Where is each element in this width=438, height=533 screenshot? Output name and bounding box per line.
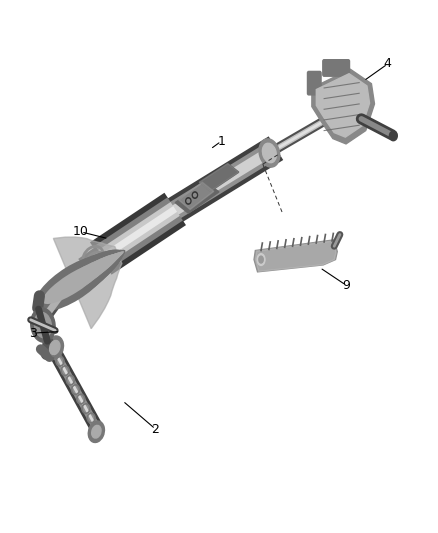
Ellipse shape [113, 251, 124, 259]
Ellipse shape [389, 131, 397, 141]
Ellipse shape [95, 249, 124, 271]
Polygon shape [199, 164, 239, 191]
Ellipse shape [60, 251, 120, 295]
FancyBboxPatch shape [323, 60, 350, 76]
Polygon shape [316, 74, 370, 137]
Ellipse shape [90, 250, 123, 274]
Ellipse shape [81, 250, 123, 281]
Polygon shape [175, 182, 219, 213]
Ellipse shape [31, 308, 55, 342]
Ellipse shape [42, 263, 102, 304]
Ellipse shape [257, 254, 265, 265]
Ellipse shape [85, 254, 118, 277]
Text: 10: 10 [73, 225, 89, 238]
Ellipse shape [86, 250, 123, 278]
Ellipse shape [262, 143, 276, 163]
Ellipse shape [89, 254, 119, 274]
Ellipse shape [98, 253, 121, 269]
Text: 2: 2 [152, 423, 159, 435]
Polygon shape [179, 182, 214, 209]
Ellipse shape [105, 252, 122, 264]
Ellipse shape [75, 249, 123, 285]
Polygon shape [254, 240, 337, 272]
Ellipse shape [192, 192, 198, 198]
Ellipse shape [49, 341, 60, 354]
Ellipse shape [88, 421, 104, 442]
Ellipse shape [187, 199, 190, 203]
Ellipse shape [259, 256, 263, 263]
Polygon shape [255, 241, 336, 271]
Text: 3: 3 [29, 327, 37, 340]
FancyBboxPatch shape [307, 71, 321, 95]
Ellipse shape [186, 198, 191, 204]
Polygon shape [312, 69, 374, 144]
Ellipse shape [109, 252, 123, 261]
Ellipse shape [93, 253, 120, 271]
Ellipse shape [46, 336, 64, 359]
Ellipse shape [48, 253, 116, 302]
Polygon shape [53, 237, 122, 329]
Ellipse shape [99, 250, 124, 269]
Ellipse shape [80, 254, 118, 280]
Ellipse shape [111, 250, 125, 260]
Ellipse shape [194, 193, 196, 197]
Ellipse shape [259, 139, 280, 167]
Ellipse shape [68, 250, 121, 289]
Text: 1: 1 [217, 135, 225, 148]
Text: 9: 9 [342, 279, 350, 292]
Polygon shape [199, 164, 239, 191]
Text: 4: 4 [384, 58, 392, 70]
Ellipse shape [101, 253, 121, 266]
Ellipse shape [55, 259, 109, 296]
Ellipse shape [66, 256, 113, 289]
Ellipse shape [74, 255, 116, 284]
Ellipse shape [103, 250, 124, 266]
Ellipse shape [107, 250, 125, 263]
Ellipse shape [35, 312, 51, 338]
Ellipse shape [35, 256, 110, 311]
Ellipse shape [92, 425, 101, 438]
